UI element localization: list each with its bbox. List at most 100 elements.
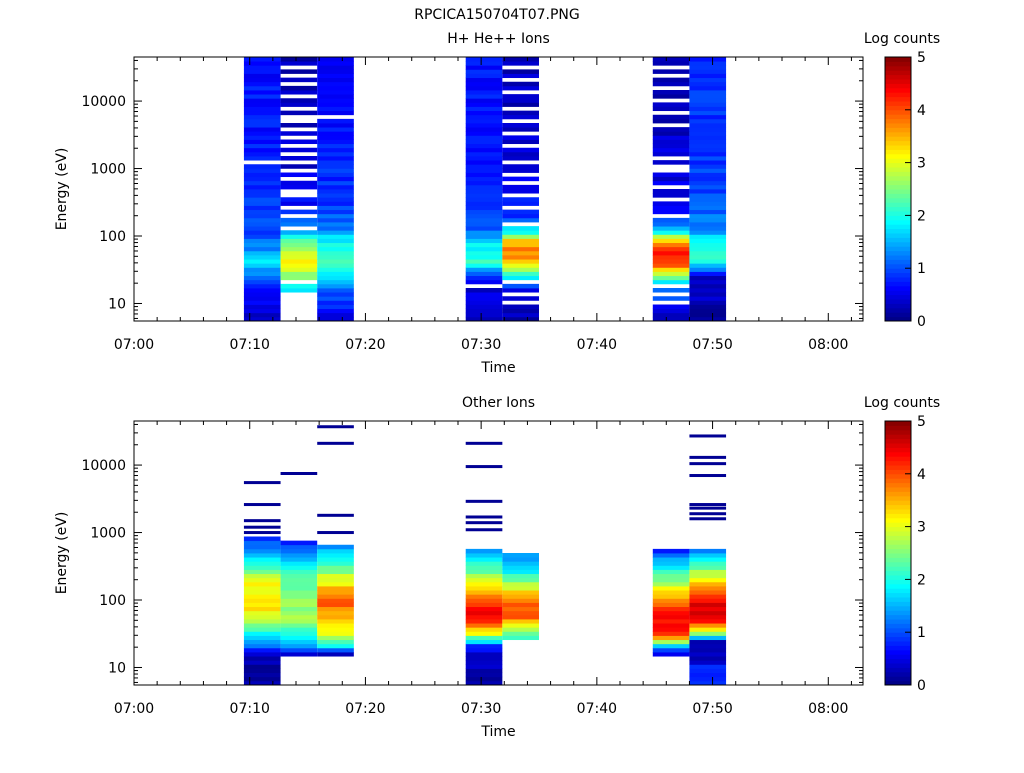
colorbar-tick-label: 1 <box>917 625 926 641</box>
energy-bin <box>280 586 318 591</box>
energy-bin <box>652 118 690 124</box>
energy-bin <box>689 553 727 558</box>
energy-bin <box>689 557 727 562</box>
energy-bin <box>280 548 318 554</box>
energy-bin <box>243 656 281 661</box>
energy-bin <box>502 209 539 215</box>
energy-bin <box>317 594 354 599</box>
energy-bin <box>243 77 281 83</box>
energy-bin <box>502 614 539 620</box>
energy-bin <box>689 631 727 636</box>
energy-bin <box>465 213 503 219</box>
energy-bin <box>243 553 281 558</box>
colorbar-swatch <box>885 517 911 523</box>
energy-bin <box>280 635 318 641</box>
energy-bin <box>689 308 727 314</box>
energy-bin <box>502 81 539 87</box>
energy-bin <box>652 553 690 558</box>
energy-bin <box>465 577 503 583</box>
sparse-count-line <box>243 481 281 485</box>
energy-bin <box>243 189 281 194</box>
energy-bin <box>465 304 503 310</box>
energy-bin <box>243 139 281 145</box>
energy-bin <box>652 581 690 587</box>
energy-bin <box>243 209 281 215</box>
energy-bin <box>243 631 281 636</box>
energy-bin <box>652 90 690 95</box>
energy-bin <box>243 304 281 310</box>
energy-bin <box>652 639 690 645</box>
sparse-count-line <box>689 462 727 466</box>
colorbar-swatch <box>885 649 911 655</box>
energy-bin <box>243 234 281 239</box>
energy-bin <box>502 623 539 628</box>
colorbar-swatch <box>885 299 911 304</box>
energy-bin <box>689 259 727 264</box>
energy-bin <box>502 586 539 591</box>
sparse-count-line <box>465 465 503 469</box>
energy-bin <box>317 623 354 628</box>
energy-bin <box>689 250 727 256</box>
energy-bin <box>465 586 503 591</box>
energy-bin <box>317 102 354 107</box>
energy-bin <box>243 106 281 112</box>
energy-bin <box>280 283 318 289</box>
energy-bin <box>465 156 503 161</box>
energy-bin <box>317 77 354 83</box>
energy-bin <box>689 573 727 579</box>
energy-bin <box>465 308 503 314</box>
energy-bin <box>502 234 539 239</box>
colorbar-swatch <box>885 109 911 115</box>
energy-bin <box>243 205 281 211</box>
energy-bin <box>280 619 318 624</box>
colorbar-swatch <box>885 57 911 62</box>
energy-bin <box>243 255 281 260</box>
colorbar-swatch <box>885 526 911 532</box>
sparse-count-line <box>465 528 503 532</box>
energy-bin <box>689 660 727 665</box>
energy-bin <box>243 271 281 277</box>
energy-bin <box>502 139 539 145</box>
y-axis-label: Energy (eV) <box>54 148 70 231</box>
energy-bin <box>502 238 539 244</box>
energy-bin <box>465 573 503 579</box>
energy-bin <box>689 151 727 157</box>
energy-bin <box>280 573 318 579</box>
energy-bin <box>502 127 539 132</box>
energy-column-2 <box>280 472 318 657</box>
energy-bin <box>689 164 727 169</box>
energy-bin <box>689 238 727 244</box>
energy-bin <box>465 250 503 256</box>
energy-bin <box>317 98 354 103</box>
colorbar-swatch <box>885 632 911 638</box>
energy-bin <box>317 238 354 244</box>
energy-bin <box>280 610 318 616</box>
energy-bin <box>465 660 503 665</box>
energy-bin <box>243 275 281 281</box>
energy-bin <box>652 230 690 235</box>
energy-bin <box>280 553 318 558</box>
energy-bin <box>243 230 281 235</box>
energy-bin <box>689 664 727 669</box>
energy-bin <box>280 561 318 566</box>
energy-bin <box>243 627 281 632</box>
energy-bin <box>689 226 727 231</box>
energy-bin <box>243 90 281 95</box>
energy-bin <box>689 94 727 99</box>
energy-column-1 <box>243 57 281 322</box>
energy-bin <box>317 581 354 587</box>
energy-bin <box>280 627 318 632</box>
energy-bin <box>652 304 690 310</box>
energy-bin <box>465 118 503 124</box>
energy-bin <box>243 316 281 322</box>
energy-bin <box>280 217 318 223</box>
energy-bin <box>502 246 539 252</box>
energy-bin <box>652 217 690 223</box>
colorbar-swatch <box>885 167 911 172</box>
colorbar-tick-label: 0 <box>917 314 926 330</box>
colorbar-swatch <box>885 316 911 322</box>
colorbar-swatch <box>885 228 911 234</box>
energy-column-5 <box>502 553 539 641</box>
energy-bin <box>243 300 281 305</box>
colorbar-swatch <box>885 149 911 155</box>
